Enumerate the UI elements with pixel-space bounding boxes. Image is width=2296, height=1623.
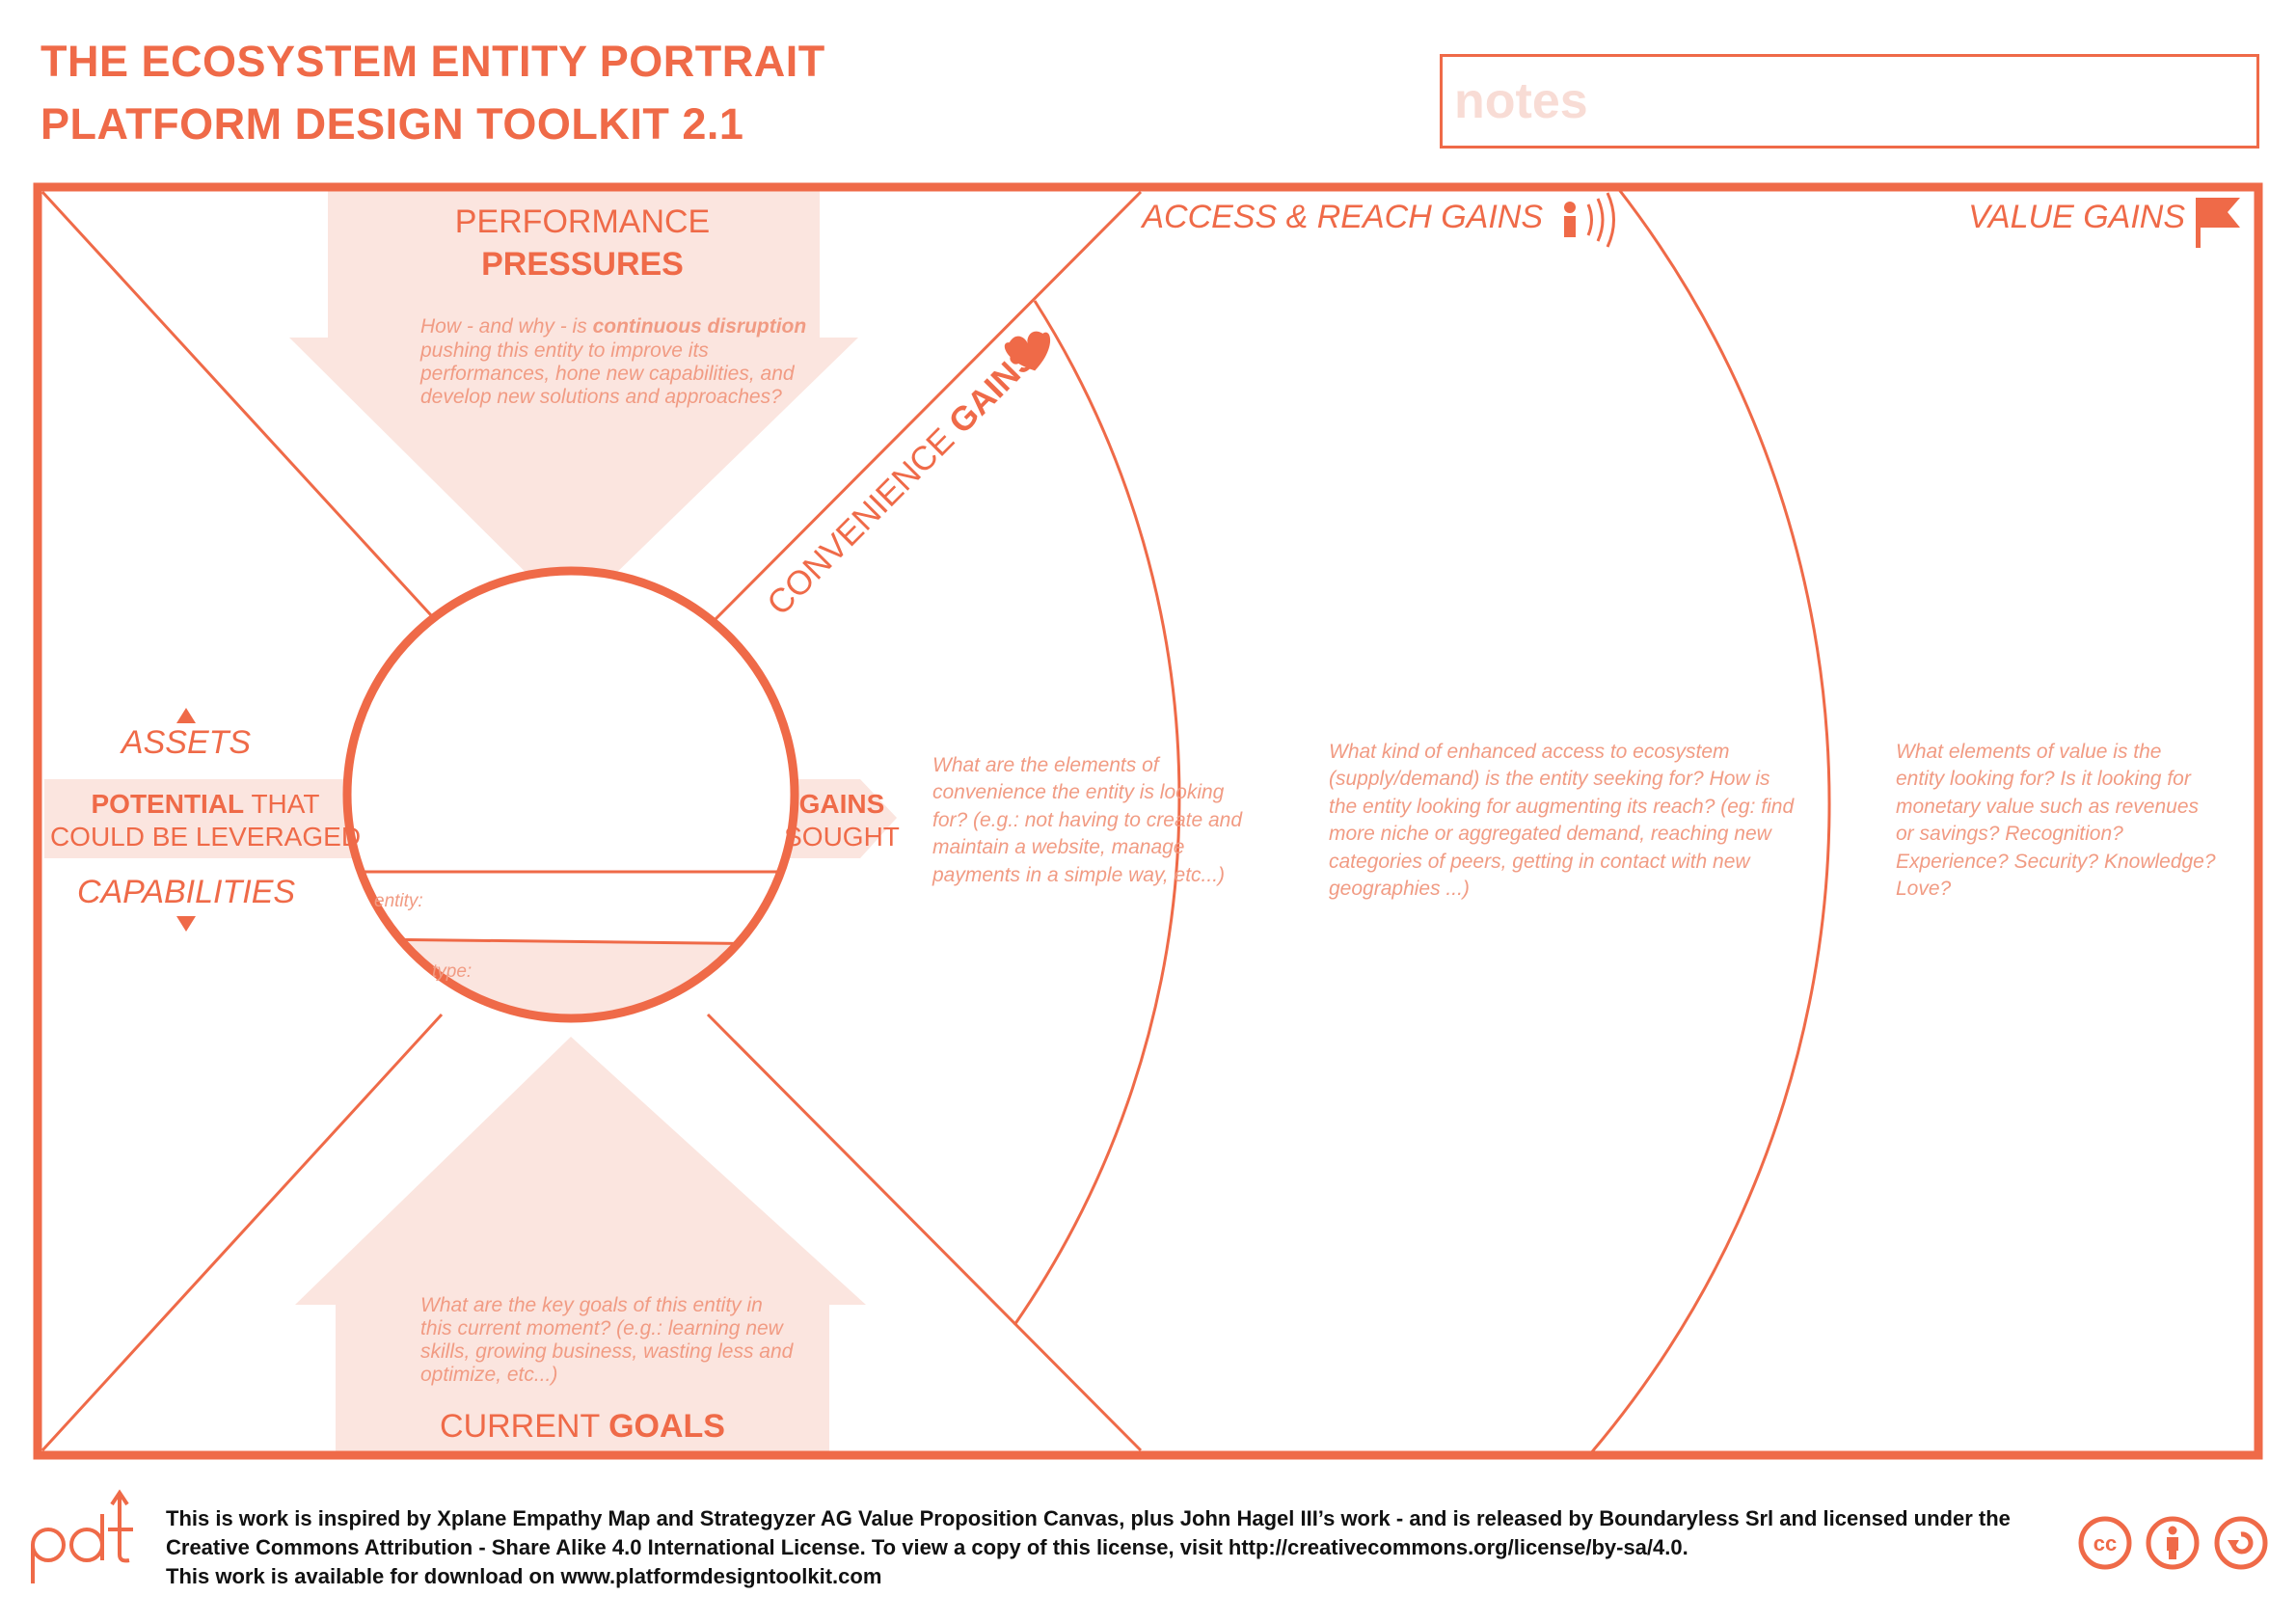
access-question-line: (supply/demand) is the entity seeking fo…	[1329, 768, 1770, 790]
canvas-frame	[33, 182, 2263, 1460]
potential-arrow-shape	[44, 779, 391, 858]
license-text: This is work is inspired by Xplane Empat…	[166, 1504, 2046, 1591]
gains-sought-arrow-shape	[770, 779, 897, 858]
person-signal-icon	[1564, 192, 1615, 248]
notes-input[interactable]	[1443, 57, 2256, 146]
license-icons: cc	[2078, 1516, 2268, 1570]
license-line: This is work is inspired by Xplane Empat…	[166, 1506, 2011, 1530]
gains-sought-line2: SOUGHT	[784, 822, 900, 852]
pressures-label: PRESSURES	[481, 246, 684, 283]
current-goals-label: CURRENT GOALS	[440, 1408, 725, 1445]
value-gains-label: VALUE GAINS	[1968, 199, 2185, 235]
entity-circle	[342, 566, 799, 1023]
value-question-line: Experience? Security? Knowledge?	[1896, 851, 2216, 873]
notes-box[interactable]	[1440, 54, 2259, 149]
page-title: THE ECOSYSTEM ENTITY PORTRAIT	[41, 37, 825, 86]
potential-line1: POTENTIAL THAT	[92, 789, 320, 819]
share-alike-icon	[2214, 1516, 2268, 1570]
type-label: type:	[432, 961, 472, 982]
convenience-question-line: What are the elements of	[932, 754, 1161, 776]
license-line: Creative Commons Attribution - Share Ali…	[166, 1535, 1688, 1559]
svg-text:pdt: pdt	[84, 1585, 86, 1588]
assets-label: ASSETS	[120, 724, 251, 761]
svg-text:cc: cc	[2093, 1531, 2117, 1555]
entity-circle-fill	[347, 571, 795, 1018]
goals-question-line: optimize, etc...)	[420, 1364, 557, 1386]
potential-line2: COULD BE LEVERAGED	[50, 822, 361, 852]
convenience-arc	[1013, 300, 1181, 1326]
value-question-line: or savings? Recognition?	[1896, 823, 2123, 845]
access-question-line: geographies ...)	[1329, 878, 1470, 900]
potential-bold: POTENTIAL	[92, 789, 245, 819]
value-question-line: What elements of value is the	[1896, 741, 2161, 763]
license-line: This work is available for download on w…	[166, 1564, 882, 1588]
current-goals-bold: GOALS	[608, 1408, 725, 1445]
gains-sought-line1: GAINS	[799, 789, 885, 819]
access-question-line: the entity looking for augmenting its re…	[1329, 796, 1795, 818]
performance-question-line: pushing this entity to improve its	[419, 339, 709, 362]
performance-question-line: performances, hone new capabilities, and	[419, 363, 796, 385]
convenience-question-line: payments in a simple way, etc...)	[932, 864, 1225, 886]
flag-icon	[2196, 198, 2240, 248]
value-question-line: entity looking for? Is it looking for	[1896, 768, 2192, 790]
access-question-line: What kind of enhanced access to ecosyste…	[1329, 741, 1730, 763]
convenience-question-line: convenience the entity is looking	[932, 781, 1225, 803]
cc-icon: cc	[2078, 1516, 2132, 1570]
performance-question-line: develop new solutions and approaches?	[420, 386, 782, 408]
performance-question-bold: continuous disruption	[593, 315, 807, 338]
convenience-question-line: maintain a website, manage	[932, 836, 1185, 858]
value-question-line: monetary value such as revenues	[1896, 796, 2200, 818]
entity-portrait-canvas: PERFORMANCE PRESSURES How - and why - is…	[33, 182, 2263, 1460]
diagonal-dividers	[41, 190, 1143, 1452]
heart-icon	[1004, 331, 1051, 371]
access-question-line: categories of peers, getting in contact …	[1329, 851, 1751, 873]
convenience-question-line: for? (e.g.: not having to create and	[932, 809, 1243, 831]
access-arc	[1587, 187, 1831, 1455]
goals-question-line: this current moment? (e.g.: learning new	[420, 1317, 785, 1339]
performance-question-line: How - and why - is	[420, 315, 593, 338]
goals-question-line: skills, growing business, wasting less a…	[420, 1340, 795, 1363]
triangle-down-icon	[176, 916, 196, 932]
capabilities-label: CAPABILITIES	[77, 874, 295, 910]
entity-label: entity:	[374, 891, 423, 911]
triangle-up-icon	[176, 708, 196, 723]
access-reach-label: ACCESS & REACH GAINS	[1140, 199, 1543, 235]
access-question-line: more niche or aggregated demand, reachin…	[1329, 823, 1773, 845]
goals-question-line: What are the key goals of this entity in	[420, 1294, 763, 1316]
potential-light: THAT	[244, 789, 319, 819]
performance-label: PERFORMANCE	[455, 203, 710, 240]
performance-arrow-shape	[289, 187, 858, 617]
page-subtitle: PLATFORM DESIGN TOOLKIT 2.1	[41, 99, 744, 149]
current-goals-light: CURRENT	[440, 1408, 608, 1445]
gain-arcs	[1013, 187, 1831, 1455]
performance-question: How - and why - is continuous disruption	[420, 315, 806, 338]
value-question-line: Love?	[1896, 878, 1952, 900]
convenience-light: CONVENIENCE	[760, 415, 968, 623]
goals-arrow-shape	[295, 1037, 866, 1455]
pdt-logo: pdt	[31, 1489, 133, 1588]
attribution-icon	[2146, 1516, 2200, 1570]
